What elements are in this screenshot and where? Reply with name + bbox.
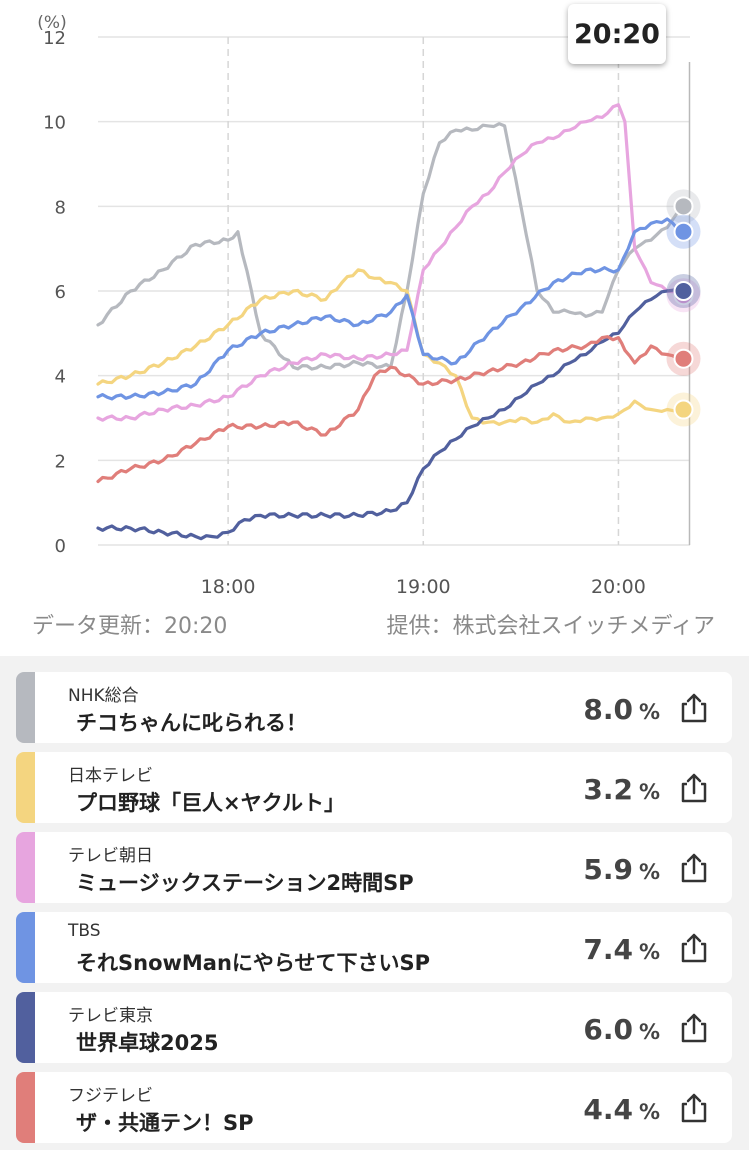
program-card-tbs[interactable]: TBS それSnowManにやらせて下さいSP 7.4% [16, 912, 732, 983]
rating-value: 6.0% [583, 1013, 660, 1046]
share-icon[interactable] [678, 772, 710, 804]
station-color-bar [16, 672, 35, 743]
program-title: ミュージックステーション2時間SP [76, 871, 414, 895]
station-name: フジテレビ [68, 1086, 153, 1106]
end-marker-tbs [673, 221, 694, 242]
y-tick-label: 4 [55, 367, 66, 388]
rating-value: 3.2% [583, 773, 660, 806]
end-marker-nhk [673, 196, 694, 217]
y-unit-label: (%) [37, 13, 66, 33]
station-name: テレビ東京 [68, 1006, 153, 1026]
rating-value: 8.0% [583, 693, 660, 726]
program-title: それSnowManにやらせて下さいSP [76, 951, 431, 975]
program-card-fuji[interactable]: フジテレビ ザ・共通テン！SP 4.4% [16, 1072, 732, 1143]
program-card-tv-tokyo[interactable]: テレビ東京 世界卓球2025 6.0% [16, 992, 732, 1063]
line-chart: 0 2 4 6 8 10 12(%) 18:00 19:00 20:00 [37, 13, 701, 598]
rating-chart: 0 2 4 6 8 10 12 (%) 18:00 19:00 20:00 20:20 データ更新：… [32, 4, 715, 639]
program-title: プロ野球「巨人×ヤクルト」 [76, 791, 345, 815]
rating-value: 7.4% [583, 933, 660, 966]
y-tick-label: 2 [55, 451, 66, 472]
program-card-ntv[interactable]: 日本テレビ プロ野球「巨人×ヤクルト」 3.2% [16, 752, 732, 823]
share-icon[interactable] [678, 1012, 710, 1044]
series-line-fuji [96, 335, 686, 484]
program-title: ザ・共通テン！SP [76, 1111, 254, 1135]
data-updated-label: データ更新：20:20 [32, 614, 228, 639]
end-marker-ntv [673, 399, 694, 420]
series-line-nhk [96, 122, 686, 371]
share-icon[interactable] [678, 692, 710, 724]
station-name: テレビ朝日 [68, 846, 153, 866]
share-icon[interactable] [678, 1092, 710, 1124]
station-name: 日本テレビ [68, 766, 153, 786]
series-line-ntv [96, 268, 686, 426]
end-marker-fuji [673, 348, 694, 369]
station-color-bar [16, 832, 35, 903]
share-icon[interactable] [678, 852, 710, 884]
y-tick-label: 0 [55, 536, 66, 557]
y-tick-label: 8 [55, 197, 66, 218]
series-line-tv-tokyo [96, 287, 686, 541]
program-card-tv-asahi[interactable]: テレビ朝日 ミュージックステーション2時間SP 5.9% [16, 832, 732, 903]
station-color-bar [16, 912, 35, 983]
program-title: チコちゃんに叱られる！ [76, 711, 307, 735]
data-provider-label: 提供：株式会社スイッチメディア [386, 614, 715, 639]
station-name: NHK総合 [68, 686, 139, 706]
current-time-tooltip: 20:20 [568, 4, 666, 64]
program-list: NHK総合 チコちゃんに叱られる！ 8.0% 日本テレビ プロ野球「巨人×ヤクル… [0, 656, 749, 1150]
program-card-nhk[interactable]: NHK総合 チコちゃんに叱られる！ 8.0% [16, 672, 732, 743]
station-color-bar [16, 1072, 35, 1143]
y-tick-label: 10 [43, 113, 66, 134]
program-title: 世界卓球2025 [76, 1031, 219, 1055]
x-tick-label: 20:00 [591, 576, 646, 598]
y-tick-label: 12 [43, 28, 66, 49]
y-tick-label: 6 [55, 282, 66, 303]
rating-value: 5.9% [583, 853, 660, 886]
rating-value: 4.4% [583, 1093, 660, 1126]
station-color-bar [16, 992, 35, 1063]
series-line-tbs [96, 217, 686, 401]
end-marker-tv-tokyo [673, 281, 694, 301]
x-tick-label: 18:00 [201, 576, 256, 598]
station-name: TBS [68, 921, 101, 941]
series-line-tv-asahi [96, 103, 686, 422]
station-color-bar [16, 752, 35, 823]
share-icon[interactable] [678, 932, 710, 964]
x-tick-label: 19:00 [396, 576, 451, 598]
